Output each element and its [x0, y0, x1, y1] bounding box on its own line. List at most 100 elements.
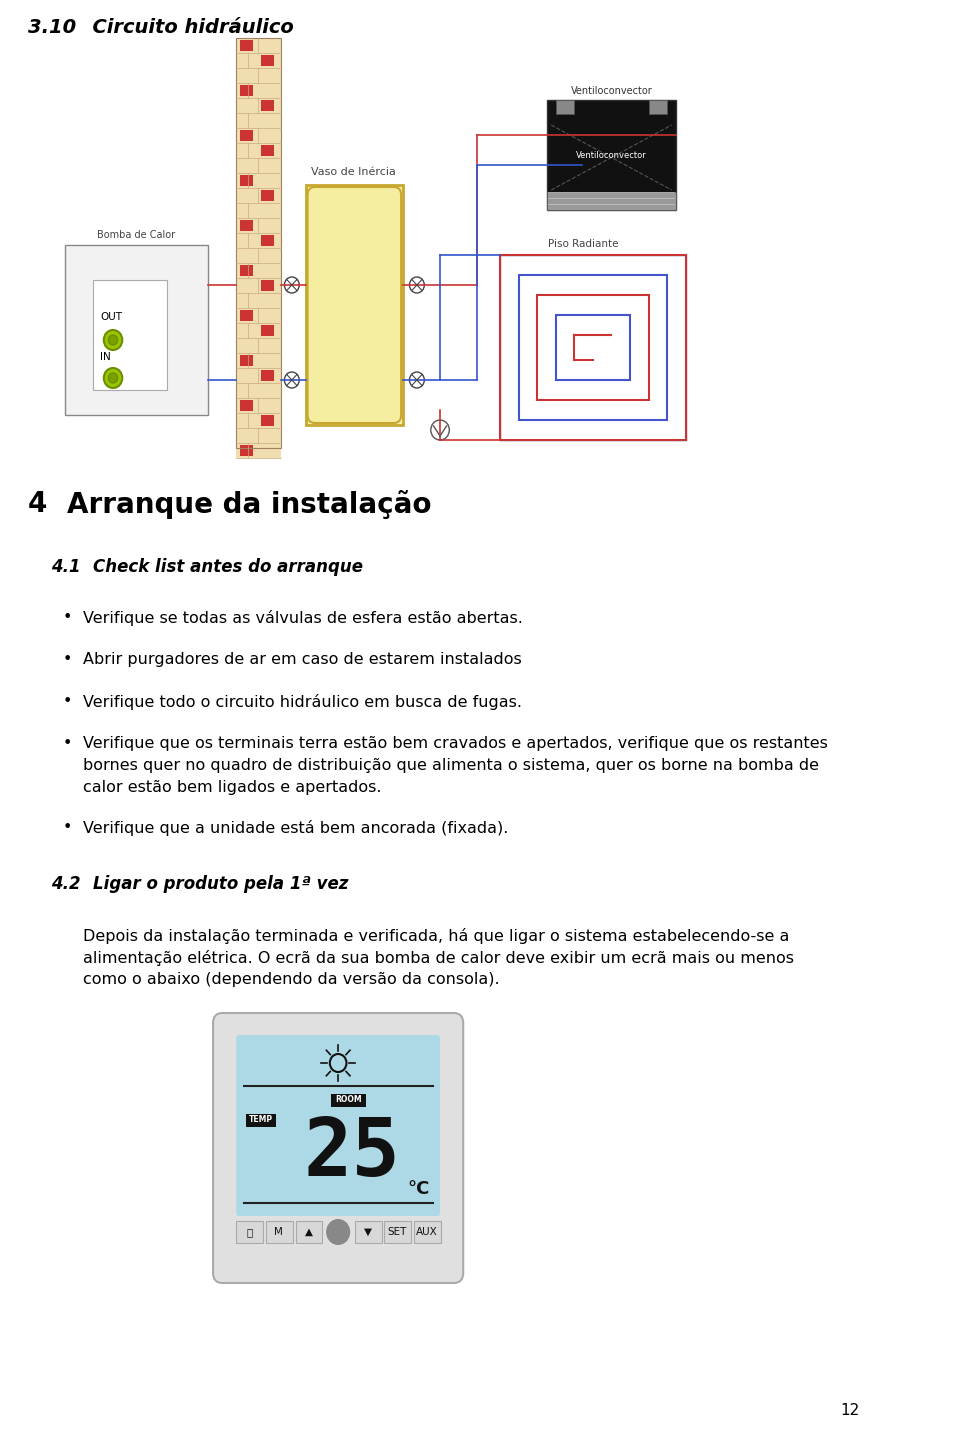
Bar [236, 158, 280, 173]
Bar [236, 143, 280, 158]
Bar [236, 338, 280, 353]
Bar [261, 190, 275, 202]
Circle shape [104, 369, 122, 387]
Bar [240, 265, 252, 276]
Bar [236, 383, 280, 397]
Bar [236, 68, 280, 84]
Text: calor estão bem ligados e apertados.: calor estão bem ligados e apertados. [84, 780, 382, 795]
Bar [355, 1221, 382, 1243]
Text: •: • [63, 652, 72, 667]
Text: Piso Radiante: Piso Radiante [548, 239, 619, 249]
Bar [261, 325, 275, 336]
Text: Check list antes do arranque: Check list antes do arranque [93, 559, 363, 576]
Bar [518, 275, 667, 420]
Bar [414, 1221, 441, 1243]
Text: •: • [63, 736, 72, 752]
Bar [236, 278, 280, 292]
Bar [261, 370, 275, 382]
Bar [546, 192, 676, 210]
Bar [261, 99, 275, 111]
Circle shape [284, 372, 300, 387]
Text: •: • [63, 611, 72, 625]
Bar [236, 397, 280, 413]
Bar [236, 233, 280, 248]
Text: M: M [275, 1227, 283, 1237]
Bar [500, 255, 685, 441]
Circle shape [410, 372, 424, 387]
Text: SET: SET [388, 1227, 407, 1237]
FancyBboxPatch shape [213, 1012, 464, 1283]
Bar [266, 1221, 293, 1243]
Text: Verifique todo o circuito hidráulico em busca de fugas.: Verifique todo o circuito hidráulico em … [84, 694, 522, 710]
Bar [240, 176, 252, 186]
Text: ▲: ▲ [304, 1227, 313, 1237]
Bar [236, 112, 280, 128]
Text: 12: 12 [840, 1403, 860, 1418]
Text: OUT: OUT [100, 312, 122, 323]
Bar [240, 130, 252, 141]
Bar [236, 53, 280, 68]
Text: Arranque da instalação: Arranque da instalação [66, 490, 431, 518]
Circle shape [108, 373, 118, 383]
FancyBboxPatch shape [307, 187, 401, 423]
Circle shape [326, 1220, 350, 1246]
Bar [331, 1094, 366, 1107]
Bar [236, 428, 280, 444]
Text: Vaso de Inércia: Vaso de Inércia [311, 167, 396, 177]
Text: Abrir purgadores de ar em caso de estarem instalados: Abrir purgadores de ar em caso de estare… [84, 652, 522, 667]
Bar [384, 1221, 411, 1243]
Text: Bomba de Calor: Bomba de Calor [97, 230, 176, 240]
Text: •: • [63, 819, 72, 835]
Bar [236, 444, 280, 458]
Bar [93, 279, 167, 390]
Bar [500, 255, 685, 441]
Bar [236, 37, 280, 53]
Bar [261, 279, 275, 291]
Bar [236, 292, 280, 308]
Text: 4.1: 4.1 [51, 559, 81, 576]
Bar [556, 99, 574, 114]
Bar [65, 245, 208, 415]
Text: Verifique se todas as válvulas de esfera estão abertas.: Verifique se todas as válvulas de esfera… [84, 611, 523, 626]
Circle shape [284, 276, 300, 292]
Bar [240, 40, 252, 50]
Bar [247, 1115, 276, 1128]
Text: Verifique que os terminais terra estão bem cravados e apertados, verifique que o: Verifique que os terminais terra estão b… [84, 736, 828, 752]
Circle shape [104, 330, 122, 350]
Bar [261, 235, 275, 246]
Circle shape [410, 276, 424, 292]
Bar [236, 353, 280, 369]
Text: Depois da instalação terminada e verificada, há que ligar o sistema estabelecend: Depois da instalação terminada e verific… [84, 927, 790, 945]
Circle shape [108, 336, 118, 346]
FancyBboxPatch shape [236, 1035, 440, 1215]
Bar [240, 356, 252, 366]
Bar [240, 85, 252, 96]
Text: TEMP: TEMP [250, 1116, 274, 1125]
Bar [236, 264, 280, 278]
Bar [305, 184, 403, 425]
Text: 4.2: 4.2 [51, 876, 81, 893]
Text: Circuito hidráulico: Circuito hidráulico [79, 19, 294, 37]
Bar [236, 1221, 263, 1243]
Bar [261, 415, 275, 426]
Bar [236, 98, 280, 112]
Bar [236, 323, 280, 338]
Text: 4: 4 [28, 490, 47, 518]
Text: alimentação elétrica. O ecrã da sua bomba de calor deve exibir um ecrã mais ou m: alimentação elétrica. O ecrã da sua bomb… [84, 950, 794, 966]
Bar [546, 99, 676, 210]
Text: como o abaixo (dependendo da versão da consola).: como o abaixo (dependendo da versão da c… [84, 972, 500, 986]
Bar [236, 128, 280, 143]
Text: ⏻: ⏻ [246, 1227, 252, 1237]
Text: ▼: ▼ [364, 1227, 372, 1237]
Bar [240, 220, 252, 230]
Bar [236, 217, 280, 233]
Text: 25: 25 [303, 1115, 400, 1192]
Bar [556, 315, 630, 380]
Text: 3.10: 3.10 [28, 19, 76, 37]
Bar [261, 145, 275, 156]
Bar [649, 99, 667, 114]
Bar [261, 55, 275, 66]
Text: bornes quer no quadro de distribuição que alimenta o sistema, quer os borne na b: bornes quer no quadro de distribuição qu… [84, 757, 820, 773]
Text: IN: IN [100, 351, 110, 361]
Bar [236, 248, 280, 264]
